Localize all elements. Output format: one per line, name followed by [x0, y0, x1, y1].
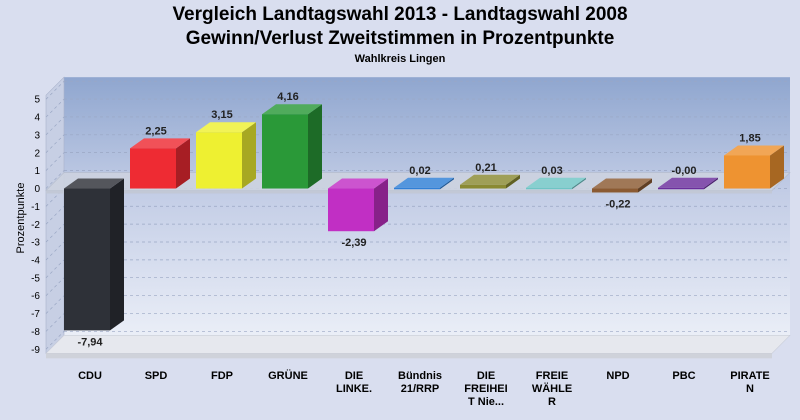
floor [45, 334, 791, 354]
x-tick-label: GRÜNE [268, 369, 308, 382]
gridline-side [45, 188, 65, 207]
data-label: 2,25 [145, 125, 166, 137]
gridline-side [45, 206, 65, 225]
bar-top [262, 104, 322, 115]
y-tick-label: 1 [34, 166, 40, 177]
y-tick-label: -2 [31, 220, 40, 231]
bar-side [110, 178, 124, 331]
gridline-side [45, 223, 65, 243]
y-tick-label: 3 [34, 130, 40, 141]
y-tick-label: -6 [31, 291, 40, 302]
data-label: -0,22 [605, 198, 630, 210]
data-label: 0,21 [475, 162, 496, 174]
bar [460, 184, 506, 189]
gridline-side [45, 134, 65, 154]
y-tick-label: 0 [34, 184, 40, 195]
gridline-side [45, 152, 65, 171]
gridline-side [45, 170, 65, 189]
data-label: 1,85 [739, 132, 760, 144]
zero-plane-edge [46, 190, 772, 194]
y-axis-label: Prozentpunkte [15, 183, 27, 254]
data-label: 3,15 [211, 109, 232, 121]
bar-top [658, 177, 718, 188]
bar-top [328, 178, 388, 189]
data-label: 0,02 [409, 165, 430, 177]
gridline-side [45, 98, 65, 118]
y-tick-label: 2 [34, 148, 40, 159]
data-label: 4,16 [277, 91, 298, 103]
x-tick-label: Bündnis 21/RRP [398, 370, 442, 395]
x-tick-label: NPD [606, 370, 629, 382]
bar-side [374, 178, 388, 232]
gridline-side [45, 277, 65, 296]
bar [262, 114, 308, 189]
x-tick-label: PIRATE N [730, 370, 770, 395]
bar [592, 188, 638, 193]
x-tick-label: FREIE WÄHLE R [532, 370, 572, 408]
bar [130, 148, 176, 189]
chart-caption: Wahlkreis Lingen [354, 53, 446, 65]
bar [196, 132, 242, 189]
floor-edge [46, 353, 772, 359]
y-tick-label: 5 [34, 95, 40, 106]
bar-top [196, 122, 256, 133]
bar-side [704, 177, 718, 190]
bar-top [394, 177, 454, 188]
y-tick-label: -1 [31, 202, 40, 213]
gridline-side [45, 295, 65, 314]
data-label: -0,00 [671, 165, 696, 177]
bar-side [638, 178, 652, 193]
data-label: 0,03 [541, 165, 562, 177]
bar-side [176, 138, 190, 189]
data-label: -7,94 [77, 336, 103, 348]
bar [328, 188, 374, 232]
y-tick-label: -9 [31, 345, 40, 356]
bar-top [64, 178, 124, 189]
x-tick-label: DIE LINKE. [336, 370, 372, 395]
y-tick-label: -5 [31, 273, 40, 284]
gridline-side [45, 313, 65, 332]
bar [724, 155, 770, 189]
bar-top [592, 178, 652, 189]
gridline-side [45, 80, 65, 100]
bar-top [526, 177, 586, 188]
y-tick-label: -7 [31, 309, 40, 320]
bar-side [308, 104, 322, 189]
x-tick-label: DIE FREIHEI T Nie... [464, 370, 507, 408]
bar-side [572, 177, 586, 190]
bar [658, 187, 704, 190]
bar-side [242, 122, 256, 189]
gridline-side [45, 116, 65, 136]
bar [394, 187, 440, 190]
gridline-side [45, 241, 65, 261]
gridline-side [45, 331, 65, 350]
bar-top [130, 138, 190, 149]
bar-side [770, 145, 784, 189]
y-tick-label: 4 [34, 113, 40, 124]
gridline-side [45, 259, 65, 279]
bar-side [440, 177, 454, 190]
bar [64, 188, 110, 331]
x-tick-label: PBC [672, 370, 695, 382]
chart-subtitle: Gewinn/Verlust Zweitstimmen in Prozentpu… [185, 28, 615, 49]
y-tick-label: -3 [31, 238, 40, 249]
x-tick-label: FDP [211, 370, 233, 382]
data-label: -2,39 [341, 237, 366, 249]
bar [526, 187, 572, 190]
bar-top [460, 174, 520, 185]
y-tick-label: -4 [31, 255, 40, 266]
bar-side [506, 174, 520, 189]
bar-top [724, 145, 784, 156]
x-tick-label: CDU [78, 370, 102, 382]
chart-title: Vergleich Landtagswahl 2013 - Landtagswa… [172, 4, 628, 25]
x-tick-label: SPD [145, 370, 168, 382]
y-tick-label: -8 [31, 327, 40, 338]
